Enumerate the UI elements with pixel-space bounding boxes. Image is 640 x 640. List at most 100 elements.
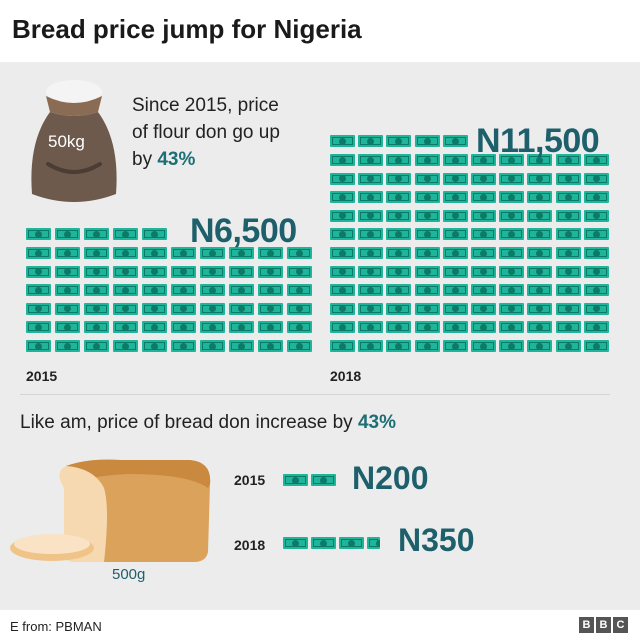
bread-price-2015: N200 <box>352 460 429 496</box>
flour-2018-note <box>386 265 412 278</box>
flour-price-2015: N6,500 <box>190 212 297 250</box>
flour-2015-note <box>258 302 283 315</box>
flour-2015-note <box>287 321 312 334</box>
flour-2015-note <box>287 247 312 259</box>
bread-2015-note <box>311 474 336 486</box>
flour-2018-note <box>330 321 355 334</box>
flour-2018-note <box>414 172 440 185</box>
flour-2015-note <box>26 265 51 278</box>
flour-2015-note <box>200 340 225 352</box>
flour-2018-note <box>499 154 525 166</box>
flour-2018-note <box>527 302 553 315</box>
flour-2018-note <box>414 228 440 241</box>
flour-2015-note <box>200 302 225 315</box>
bread-2018-note <box>339 537 364 549</box>
flour-year-2015: 2015 <box>26 368 58 384</box>
flour-2015-note <box>84 247 109 259</box>
section-divider <box>20 394 610 395</box>
flour-2018-note <box>386 340 412 352</box>
flour-2015-note <box>142 340 167 352</box>
flour-2018-note <box>358 265 384 278</box>
flour-2018-note <box>414 321 440 334</box>
flour-2015-note <box>229 265 254 278</box>
flour-2015-note <box>55 321 80 334</box>
flour-2018-note <box>414 247 440 259</box>
flour-2018-note <box>471 340 496 352</box>
flour-2015-note <box>113 302 138 315</box>
flour-2015-note <box>229 302 254 315</box>
flour-2018-note <box>330 154 355 166</box>
flour-2018-note <box>330 340 355 352</box>
flour-2018-note <box>358 321 384 334</box>
flour-2018-note <box>330 228 355 241</box>
flour-2018-note <box>499 302 525 315</box>
flour-2018-note <box>527 247 553 259</box>
flour-2015-note <box>142 302 167 315</box>
flour-2018-note <box>442 302 468 315</box>
flour-2018-note <box>471 172 496 185</box>
flour-2018-note <box>358 302 384 315</box>
flour-2018-note <box>386 321 412 334</box>
flour-2018-note <box>386 228 412 241</box>
flour-2018-note <box>555 172 581 185</box>
flour-2018-note <box>358 284 384 297</box>
flour-price-2018: N11,500 <box>476 122 600 160</box>
flour-2015-note <box>200 265 225 278</box>
bread-2018-note <box>311 537 336 549</box>
sack-weight-label: 50kg <box>48 132 85 151</box>
flour-2018-note <box>499 321 525 334</box>
flour-2018-note <box>499 209 525 222</box>
flour-2018-note <box>414 340 440 352</box>
flour-2018-note <box>358 154 384 166</box>
flour-2018-note <box>583 321 609 334</box>
flour-2015-note <box>55 228 80 241</box>
flour-2018-note <box>414 302 440 315</box>
flour-2015-note <box>171 265 196 278</box>
flour-2018-note <box>527 191 553 204</box>
flour-2018-note <box>527 172 553 185</box>
flour-2015-note <box>142 284 167 297</box>
flour-caption-prefix: by <box>132 149 158 170</box>
flour-2018-note <box>358 228 384 241</box>
flour-2018-note <box>583 191 609 204</box>
flour-2015-note <box>287 265 312 278</box>
flour-2015-note <box>26 228 51 241</box>
flour-2018-note <box>527 321 553 334</box>
flour-2018-note <box>583 284 609 297</box>
flour-2015-note <box>55 284 80 297</box>
flour-2018-note <box>471 191 496 204</box>
flour-2015-note <box>200 247 225 259</box>
flour-sack-icon <box>31 80 117 202</box>
flour-2015-note <box>258 265 283 278</box>
flour-2015-note <box>258 321 283 334</box>
flour-2018-note <box>358 247 384 259</box>
flour-2018-note <box>386 191 412 204</box>
flour-year-2018: 2018 <box>330 368 362 384</box>
flour-2018-note <box>555 321 581 334</box>
flour-2018-note <box>386 284 412 297</box>
bbc-logo: B B C <box>579 617 628 633</box>
flour-2018-note <box>555 265 581 278</box>
flour-2018-note <box>386 209 412 222</box>
flour-2015-note <box>142 321 167 334</box>
flour-2018-note <box>414 209 440 222</box>
flour-2015-note <box>229 321 254 334</box>
flour-2018-note <box>499 228 525 241</box>
flour-2018-note <box>414 284 440 297</box>
flour-2015-note <box>26 321 51 334</box>
flour-2018-note <box>442 321 468 334</box>
flour-2018-note <box>527 265 553 278</box>
flour-2015-note <box>200 284 225 297</box>
flour-2018-note <box>499 172 525 185</box>
flour-2018-note <box>386 247 412 259</box>
flour-2015-note <box>113 321 138 334</box>
flour-2015-note <box>229 247 254 259</box>
flour-2018-note <box>330 172 355 185</box>
flour-2015-note <box>55 265 80 278</box>
flour-2018-note <box>386 135 412 148</box>
flour-caption-line1: Since 2015, price <box>132 95 279 116</box>
flour-2018-note <box>414 135 440 148</box>
flour-2018-note <box>527 340 553 352</box>
flour-2015-note <box>171 321 196 334</box>
flour-2018-note <box>330 302 355 315</box>
